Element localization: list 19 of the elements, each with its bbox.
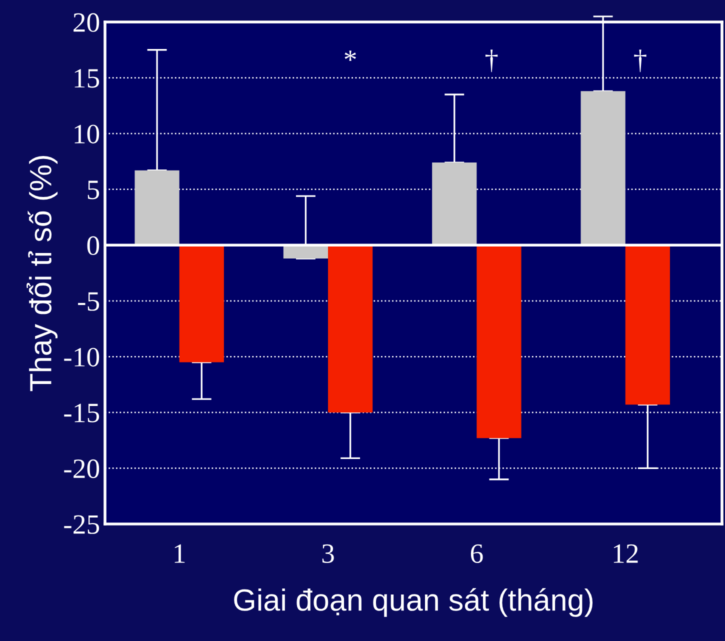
y-tick-label: 5 — [88, 180, 100, 200]
x-tick-label: 3 — [322, 544, 334, 563]
y-tick-label: -15 — [64, 404, 100, 422]
y-tick-label: 15 — [74, 69, 100, 88]
y-tick-label: 10 — [74, 124, 100, 144]
y-tick-label: -20 — [64, 459, 100, 478]
x-tick-label: 12 — [614, 544, 638, 563]
y-axis-title: Thay đổi tỉ số (%) — [26, 156, 58, 392]
annotation: † — [485, 50, 498, 72]
x-tick-label: 6 — [470, 544, 483, 563]
y-tick-label: -10 — [64, 348, 100, 367]
x-axis-title: Giai đoạn quan sát (tháng) — [234, 588, 593, 617]
y-tick-label: -25 — [64, 515, 100, 534]
annotation: † — [634, 50, 646, 72]
y-tick-label: 20 — [74, 13, 100, 32]
x-tick-label: 1 — [174, 544, 185, 563]
y-tick-label: 0 — [87, 236, 100, 256]
y-tick-label: -5 — [78, 292, 100, 311]
annotation: * — [344, 50, 356, 61]
